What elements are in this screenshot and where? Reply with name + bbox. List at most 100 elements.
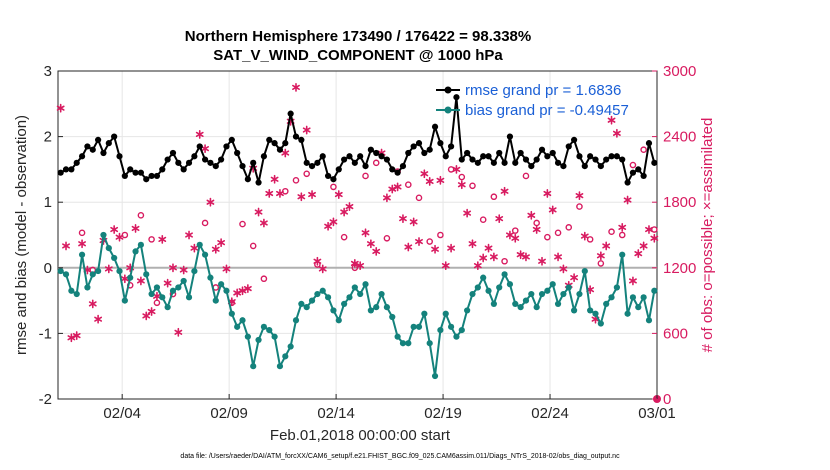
- x-tick-label: 02/24: [531, 405, 569, 422]
- bias-point: [528, 290, 535, 298]
- obs-assimilated-marker: [329, 217, 338, 227]
- obs-possible-marker: [533, 219, 540, 227]
- y-right-tick-label: 1800: [663, 194, 696, 211]
- obs-assimilated-marker: [618, 222, 627, 232]
- rmse-point: [180, 166, 187, 173]
- rmse-point: [319, 153, 326, 160]
- obs-possible-marker: [201, 219, 209, 227]
- obs-assimilated-marker: [142, 311, 151, 321]
- obs-assimilated-marker: [163, 278, 172, 288]
- bias-point: [319, 287, 326, 294]
- rmse-point: [164, 156, 171, 163]
- rmse-point: [89, 146, 96, 153]
- rmse-point: [640, 172, 647, 180]
- rmse-point: [415, 140, 423, 147]
- bias-point: [651, 287, 658, 294]
- obs-possible-marker: [618, 231, 626, 239]
- rmse-point: [421, 149, 428, 157]
- rmse-point: [276, 146, 284, 153]
- obs-assimilated-marker: [78, 239, 86, 249]
- series-lines: [57, 94, 658, 380]
- obs-assimilated-marker: [399, 214, 407, 223]
- rmse-point: [137, 169, 144, 176]
- bias-point: [175, 284, 182, 291]
- rmse-point: [84, 143, 91, 150]
- rmse-point: [282, 140, 289, 147]
- bias-point: [266, 327, 273, 334]
- legend-rmse-label: rmse grand pr = 1.6836: [465, 82, 621, 99]
- obs-possible-marker: [458, 173, 466, 181]
- rmse-point: [298, 136, 305, 143]
- bias-point: [346, 294, 353, 301]
- rmse-series-line: [60, 96, 656, 184]
- x-tick-label: 02/04: [103, 405, 141, 422]
- obs-possible-marker: [469, 182, 476, 190]
- obs-assimilated-marker: [206, 197, 215, 207]
- bias-point: [597, 320, 604, 327]
- y-axis-right: 0 600 1200 1800 2400 3000: [652, 63, 696, 408]
- bias-point: [73, 290, 80, 298]
- obs-assimilated-marker: [265, 189, 274, 198]
- rmse-point: [522, 156, 530, 163]
- obs-assimilated-marker: [297, 192, 306, 202]
- rmse-point: [512, 159, 519, 166]
- bias-point: [292, 317, 300, 324]
- bias-point: [169, 287, 177, 294]
- chart-subtitle: SAT_V_WIND_COMPONENT @ 1000 hPa: [213, 47, 503, 64]
- rmse-point: [201, 156, 209, 163]
- bias-point: [426, 340, 433, 347]
- rmse-point: [405, 149, 412, 157]
- obs-possible-marker: [426, 238, 434, 245]
- y-right-tick-label: 3000: [663, 63, 696, 80]
- obs-assimilated-marker: [361, 228, 370, 238]
- rmse-point: [506, 133, 514, 140]
- bias-point: [549, 281, 556, 288]
- obs-assimilated-marker: [366, 239, 375, 249]
- obs-assimilated-marker: [623, 195, 632, 205]
- x-axis: 02/04 02/09 02/14 02/19 02/24 03/01: [103, 394, 676, 422]
- x-tick-label: 02/19: [424, 405, 462, 422]
- rmse-point: [389, 166, 396, 173]
- obs-possible-marker: [78, 229, 86, 237]
- bias-point: [619, 251, 626, 258]
- rmse-point: [373, 149, 380, 157]
- bias-point: [212, 297, 219, 304]
- obs-assimilated-marker: [110, 225, 119, 234]
- rmse-point: [218, 156, 225, 163]
- bias-point: [506, 281, 514, 288]
- bias-point: [554, 300, 562, 307]
- bias-point: [260, 323, 268, 330]
- rmse-point: [480, 153, 487, 160]
- rmse-point: [619, 156, 626, 163]
- obs-assimilated-marker: [104, 264, 113, 274]
- obs-assimilated-marker: [554, 252, 562, 262]
- x-tick-label: 03/01: [638, 405, 676, 422]
- rmse-point: [314, 159, 321, 166]
- bias-point: [362, 281, 369, 288]
- obs-assimilated-marker: [201, 144, 209, 154]
- obs-assimilated-marker: [217, 238, 226, 248]
- rmse-point: [571, 136, 578, 143]
- bias-point: [437, 327, 444, 334]
- rmse-point: [357, 153, 364, 160]
- obs-assimilated-marker: [195, 130, 204, 139]
- rmse-point: [346, 153, 353, 160]
- obs-assimilated-marker: [56, 103, 65, 113]
- obs-assimilated-marker: [302, 125, 311, 135]
- bias-point: [330, 307, 337, 314]
- rmse-point: [127, 166, 134, 173]
- bias-point: [100, 231, 107, 239]
- bias-point: [132, 248, 139, 255]
- rmse-point: [143, 176, 150, 183]
- bias-point: [389, 313, 396, 321]
- rmse-point: [517, 149, 524, 157]
- bias-point: [324, 294, 332, 301]
- obs-assimilated-marker: [602, 241, 611, 251]
- obs-possible-marker: [137, 212, 145, 219]
- obs-assimilated-marker: [222, 264, 231, 274]
- obs-assimilated-marker: [500, 186, 509, 196]
- obs-assimilated-marker: [372, 247, 381, 256]
- bias-point: [164, 304, 171, 311]
- rmse-point: [308, 163, 316, 170]
- y-right-tick-label: 1200: [663, 260, 696, 277]
